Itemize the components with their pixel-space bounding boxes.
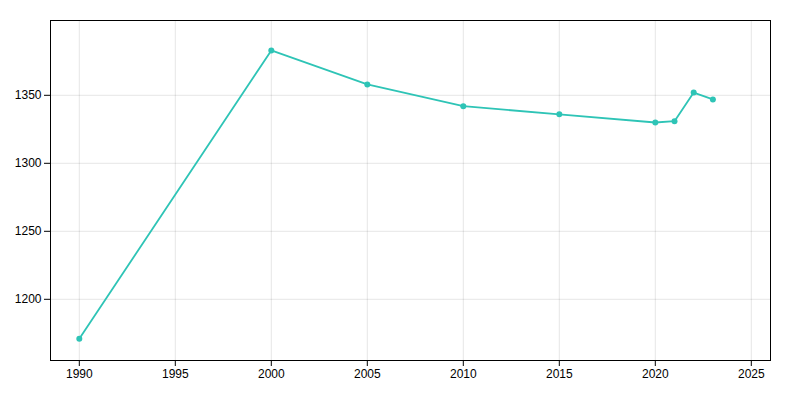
svg-text:2000: 2000: [258, 367, 285, 381]
svg-text:2025: 2025: [738, 367, 765, 381]
svg-text:2010: 2010: [450, 367, 477, 381]
svg-text:1990: 1990: [66, 367, 93, 381]
svg-text:1300: 1300: [15, 156, 42, 170]
svg-text:2020: 2020: [642, 367, 669, 381]
svg-text:2015: 2015: [546, 367, 573, 381]
svg-text:1250: 1250: [15, 224, 42, 238]
svg-text:2005: 2005: [354, 367, 381, 381]
svg-text:1200: 1200: [15, 292, 42, 306]
svg-text:1350: 1350: [15, 88, 42, 102]
svg-text:1995: 1995: [162, 367, 189, 381]
